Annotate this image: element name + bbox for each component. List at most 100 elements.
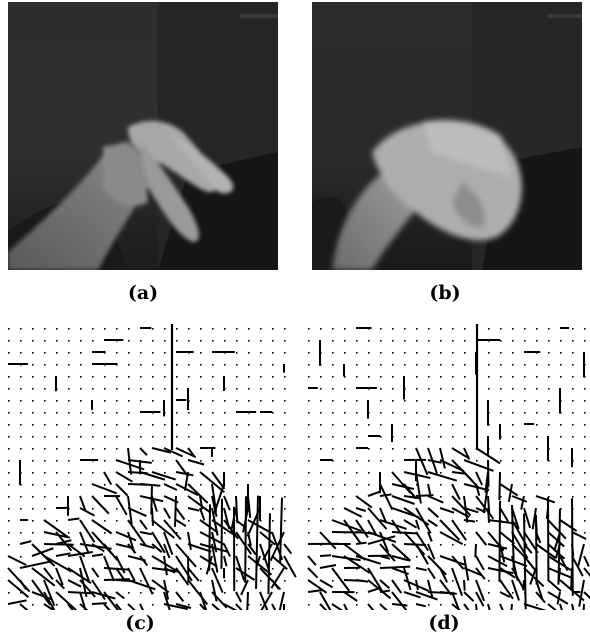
flow-grid-dot [200,484,202,486]
flow-grid-dot [32,448,34,450]
flow-grid-dot [428,412,430,414]
flow-grid-dot [56,604,58,606]
flow-grid-dot [548,448,550,450]
flow-vector [463,519,476,523]
flow-grid-dot [488,352,490,354]
flow-grid-dot [224,364,226,366]
flow-grid-dot [368,364,370,366]
flow-grid-dot [284,580,286,582]
flow-grid-dot [536,436,538,438]
flow-grid-dot [440,472,442,474]
flow-grid-dot [80,328,82,330]
flow-grid-dot [548,352,550,354]
flow-vector [487,567,514,575]
flow-vector [139,555,149,567]
flow-vector [523,513,527,610]
flow-vector [223,555,228,567]
flow-grid-dot [416,484,418,486]
flow-grid-dot [140,352,142,354]
flow-grid-dot [404,448,406,450]
flow-vector [391,483,415,490]
flow-grid-dot [104,448,106,450]
flow-grid-dot [536,400,538,402]
flow-grid-dot [536,340,538,342]
flow-vector [43,567,54,581]
flow-grid-dot [452,364,454,366]
flow-grid-dot [272,388,274,390]
flow-vector [547,603,557,610]
flow-grid-dot [248,364,250,366]
flow-grid-dot [152,592,154,594]
flow-vector [427,531,433,542]
flow-grid-dot [512,424,514,426]
flow-grid-dot [224,436,226,438]
flow-grid-dot [392,436,394,438]
flow-grid-dot [284,340,286,342]
flow-vector [427,495,444,504]
flow-grid-dot [308,340,310,342]
flow-grid-dot [404,388,406,390]
flow-grid-dot [488,448,490,450]
flow-grid-dot [44,448,46,450]
flow-grid-dot [116,328,118,330]
flow-vector [415,494,434,497]
flow-vector [391,579,403,594]
flow-grid-dot [20,436,22,438]
flow-grid-dot [44,484,46,486]
flow-grid-dot [284,388,286,390]
flow-vector [475,471,484,486]
flow-grid-dot [320,508,322,510]
flow-grid-dot [236,460,238,462]
flow-grid-dot [224,592,226,594]
flow-vector [163,447,184,458]
flow-grid-dot [56,364,58,366]
flow-vector [355,541,367,545]
flow-grid-dot [308,448,310,450]
flow-grid-dot [356,424,358,426]
flow-vector [535,591,546,604]
flow-grid-dot [308,412,310,414]
flow-grid-dot [452,400,454,402]
flow-vector [139,543,155,550]
caption-b: (b) [429,282,461,304]
flow-grid-dot [68,460,70,462]
flow-grid-dot [524,460,526,462]
flow-grid-dot [92,424,94,426]
flow-grid-dot [356,436,358,438]
flow-grid-dot [500,388,502,390]
flow-vector [247,531,252,547]
flow-grid-dot [404,412,406,414]
flow-grid-dot [272,460,274,462]
flow-grid-dot [188,328,190,330]
flow-grid-dot [428,364,430,366]
flow-grid-dot [572,364,574,366]
flow-grid-dot [68,508,70,510]
flow-grid-dot [272,412,274,414]
flow-grid-dot [248,448,250,450]
flow-grid-dot [560,448,562,450]
flow-vector [103,471,113,486]
flow-grid-dot [320,496,322,498]
flow-vector [199,603,207,610]
flow-grid-dot [32,484,34,486]
flow-vector [475,495,495,520]
flow-grid-dot [32,376,34,378]
flow-grid-dot [416,556,418,558]
flow-vector [415,507,432,534]
flow-vector [343,603,349,610]
flow-grid-dot [560,424,562,426]
flow-grid-dot [440,436,442,438]
flow-grid-dot [536,412,538,414]
flow-vector [307,579,328,594]
flow-grid-dot [200,424,202,426]
flow-vector [115,471,133,483]
flow-vector [199,471,225,493]
flow-grid-dot [188,376,190,378]
flow-vector [331,567,350,592]
flow-vector [279,497,283,564]
flow-vector [439,555,468,567]
flow-grid-dot [260,448,262,450]
flow-grid-dot [116,364,118,366]
flow-vector [91,579,106,601]
flow-vector [240,579,249,596]
